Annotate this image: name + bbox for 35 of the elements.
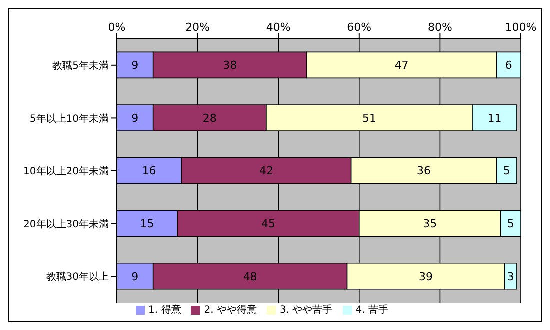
data-label: 9	[132, 112, 139, 125]
data-label: 47	[394, 59, 409, 72]
x-tick-label: 40%	[266, 21, 291, 34]
x-tick-label: 0%	[108, 21, 126, 34]
data-label: 28	[202, 112, 217, 125]
y-tick-label: 20年以上30年未満	[24, 218, 109, 230]
y-tick-label: 10年以上20年未満	[24, 166, 109, 178]
x-tick-label: 80%	[428, 21, 452, 34]
data-label: 3	[507, 270, 514, 284]
data-label: 11	[488, 112, 502, 125]
data-label: 48	[243, 270, 258, 284]
data-label: 51	[362, 112, 376, 125]
y-tick-label: 教職30年以上	[46, 271, 109, 284]
legend-label: 2. やや得意	[204, 305, 257, 316]
data-label: 6	[505, 59, 512, 72]
y-tick-label: 教職5年未満	[52, 60, 109, 72]
legend-label: 3. やや苦手	[280, 305, 333, 316]
data-label: 45	[262, 218, 276, 231]
data-label: 39	[419, 270, 434, 284]
data-label: 35	[423, 218, 438, 231]
x-tick-label: 20%	[186, 21, 210, 34]
data-label: 5	[503, 164, 510, 178]
data-label: 15	[140, 218, 154, 231]
x-tick-label: 100%	[505, 21, 537, 34]
data-label: 36	[417, 164, 432, 178]
data-label: 5	[507, 218, 514, 231]
x-tick-label: 60%	[347, 21, 372, 34]
legend-label: 4. 苦手	[356, 305, 388, 316]
data-label: 9	[132, 59, 139, 72]
data-label: 38	[223, 59, 238, 72]
data-label: 42	[259, 164, 274, 178]
data-label: 9	[132, 270, 139, 284]
y-tick-label: 5年以上10年未満	[30, 112, 109, 125]
legend-label: 1. 得意	[148, 305, 182, 316]
data-label: 16	[142, 164, 156, 178]
